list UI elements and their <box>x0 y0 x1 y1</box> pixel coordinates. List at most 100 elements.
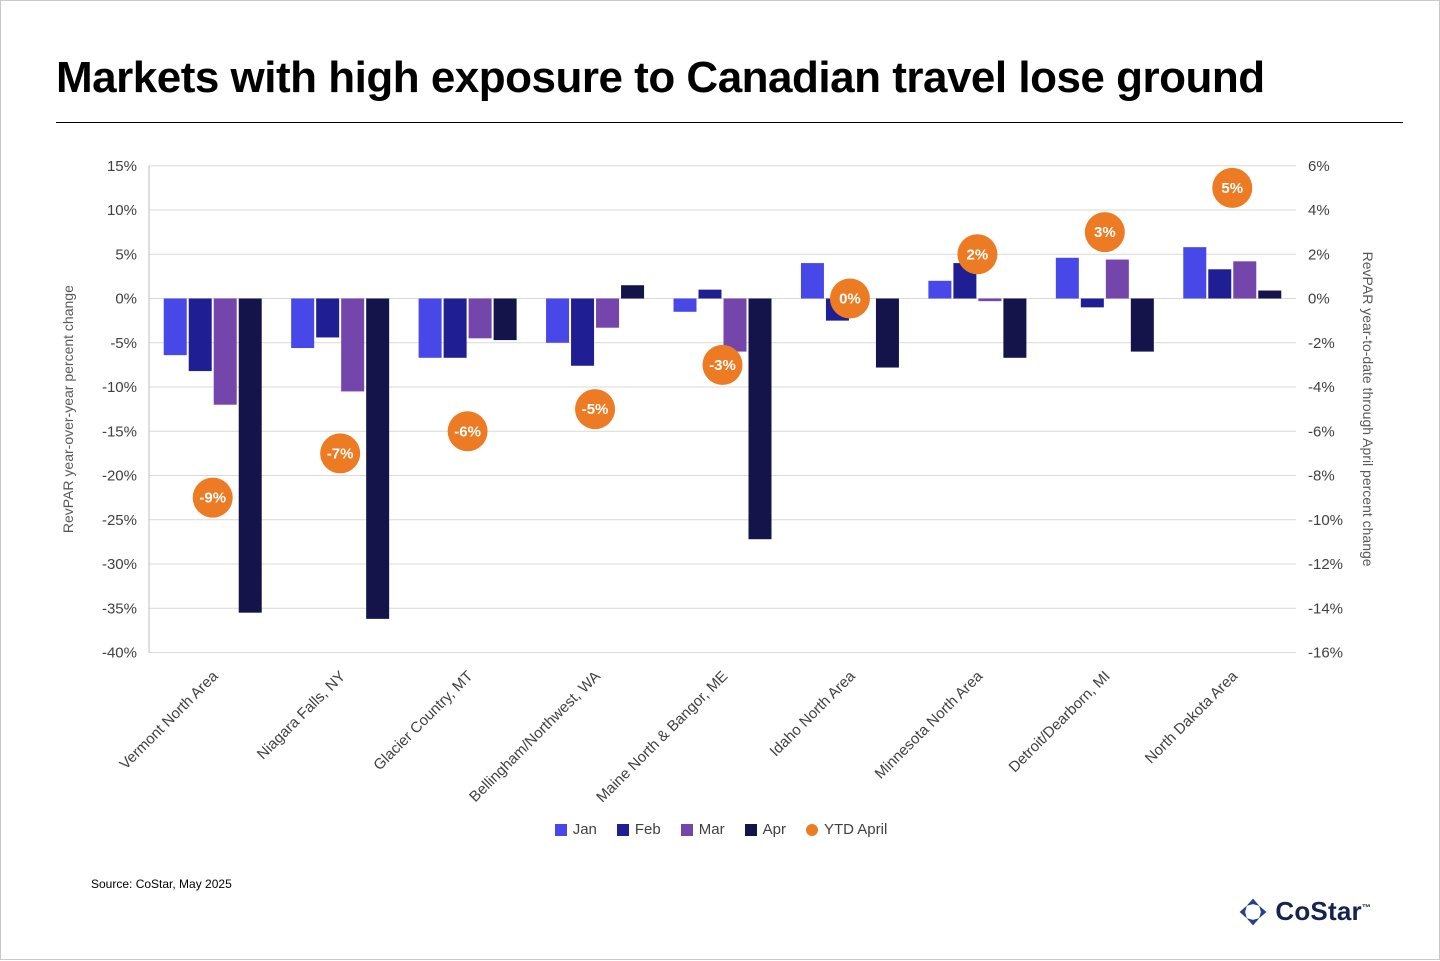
left-axis-tick-label: 5% <box>115 246 137 263</box>
bar-feb <box>316 298 340 338</box>
bar-mar <box>213 298 237 405</box>
bar-apr <box>1003 298 1027 358</box>
trademark-symbol: ™ <box>1361 902 1371 913</box>
ytd-marker <box>320 433 361 474</box>
ytd-marker <box>702 344 743 385</box>
right-axis-tick-label: -4% <box>1308 379 1335 396</box>
ytd-marker-label: -6% <box>454 423 481 440</box>
category-label: Detroit/Dearborn, MI <box>1006 668 1114 776</box>
bar-feb <box>1208 269 1232 299</box>
ytd-marker <box>575 389 616 430</box>
left-axis-tick-label: -5% <box>110 335 137 352</box>
bar-jan <box>673 298 697 312</box>
ytd-marker-label: -3% <box>709 357 736 374</box>
bar-jan <box>1055 257 1079 299</box>
ytd-marker <box>447 411 488 452</box>
legend-swatch <box>805 823 818 836</box>
bar-apr <box>748 298 772 540</box>
category-label: North Dakota Area <box>1142 667 1242 767</box>
costar-logo-icon <box>1239 898 1267 925</box>
right-axis-tick-label: -16% <box>1308 645 1343 662</box>
ytd-marker-label: 2% <box>967 246 989 263</box>
bar-feb <box>443 298 467 358</box>
right-axis-tick-label: -6% <box>1308 423 1335 440</box>
legend-item-mar: Mar <box>680 821 725 838</box>
legend-label: Jan <box>572 821 597 838</box>
costar-logo-text: CoStar™ <box>1275 896 1371 926</box>
bar-apr <box>238 298 262 613</box>
legend-swatch <box>680 823 693 836</box>
legend-item-feb: Feb <box>616 821 661 838</box>
category-label: Niagara Falls, NY <box>254 668 349 763</box>
right-axis-tick-label: -12% <box>1308 556 1343 573</box>
right-axis-tick-label: 2% <box>1308 246 1330 263</box>
legend-item-apr: Apr <box>744 821 786 838</box>
bar-jan <box>163 298 187 356</box>
category-label: Glacier Country, MT <box>370 668 476 774</box>
ytd-marker-label: 3% <box>1094 224 1116 241</box>
right-axis-tick-label: -2% <box>1308 335 1335 352</box>
category-label: Bellingham/Northwest, WA <box>466 668 604 806</box>
legend-label: YTD April <box>823 821 888 838</box>
legend-swatch <box>744 823 757 836</box>
bar-jan <box>418 298 442 358</box>
category-label: Idaho North Area <box>767 667 860 760</box>
bar-jan <box>928 280 952 299</box>
page-title: Markets with high exposure to Canadian t… <box>56 53 1265 102</box>
ytd-marker <box>957 234 998 275</box>
bar-jan <box>546 298 570 343</box>
category-label: Vermont North Area <box>116 667 222 773</box>
left-axis-tick-label: -40% <box>102 645 137 662</box>
bar-feb <box>1080 298 1104 308</box>
bar-mar <box>596 298 620 328</box>
left-axis-tick-label: -25% <box>102 512 137 529</box>
right-axis-tick-label: 6% <box>1308 158 1330 175</box>
ytd-marker-label: 5% <box>1221 180 1243 197</box>
bar-feb <box>571 298 595 366</box>
bar-feb <box>188 298 212 372</box>
ytd-marker <box>829 278 870 319</box>
ytd-marker-label: -7% <box>327 445 354 462</box>
bar-mar <box>723 298 747 352</box>
legend-item-jan: Jan <box>554 821 597 838</box>
bar-apr <box>493 298 517 341</box>
left-axis-tick-label: 10% <box>107 202 137 219</box>
bar-jan <box>291 298 315 349</box>
bar-apr <box>1130 298 1154 352</box>
bar-apr <box>1258 290 1282 299</box>
left-axis-tick-label: 0% <box>115 291 137 308</box>
chart-legend: Jan Feb Mar Apr YTD April <box>1 821 1440 838</box>
ytd-marker <box>1212 167 1253 208</box>
left-axis-tick-label: -30% <box>102 556 137 573</box>
right-axis-title: RevPAR year-to-date through April percen… <box>1360 252 1376 567</box>
legend-swatch <box>554 823 567 836</box>
right-axis-tick-label: -14% <box>1308 600 1343 617</box>
ytd-marker-label: 0% <box>839 291 861 308</box>
right-axis-tick-label: -10% <box>1308 512 1343 529</box>
bar-feb <box>698 289 722 299</box>
bar-apr <box>875 298 899 368</box>
right-axis-tick-label: -8% <box>1308 468 1335 485</box>
bar-apr <box>621 285 645 299</box>
bar-mar <box>1233 261 1257 299</box>
ytd-marker-label: -5% <box>582 401 609 418</box>
legend-item-ytd-april: YTD April <box>805 821 888 838</box>
left-axis-title: RevPAR year-over-year percent change <box>60 285 76 533</box>
ytd-marker-label: -9% <box>199 490 226 507</box>
title-underline <box>56 122 1403 123</box>
bar-mar <box>468 298 492 339</box>
left-axis-tick-label: 15% <box>107 158 137 175</box>
left-axis-tick-label: -10% <box>102 379 137 396</box>
ytd-marker <box>1084 212 1125 253</box>
right-axis-tick-label: 4% <box>1308 202 1330 219</box>
bar-jan <box>1183 247 1207 299</box>
left-axis-tick-label: -20% <box>102 468 137 485</box>
bar-mar <box>1105 259 1129 299</box>
left-axis-tick-label: -35% <box>102 600 137 617</box>
legend-label: Apr <box>762 821 786 838</box>
right-axis-tick-label: 0% <box>1308 291 1330 308</box>
ytd-marker <box>192 477 233 518</box>
category-label: Maine North & Bangor, ME <box>593 668 731 806</box>
legend-swatch <box>616 823 629 836</box>
